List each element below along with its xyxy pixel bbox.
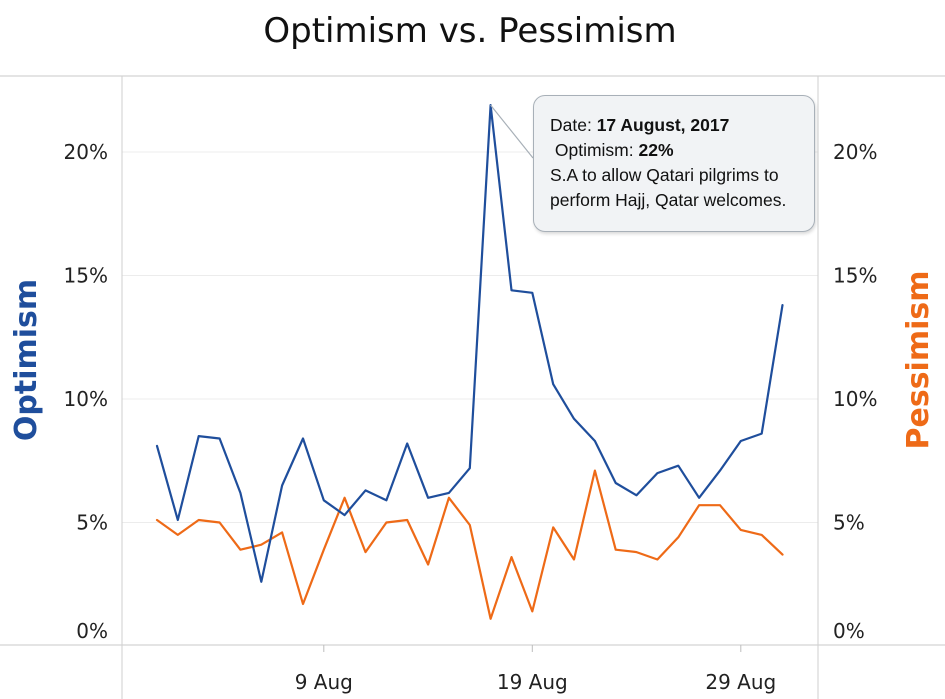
chart-title: Optimism vs. Pessimism (263, 11, 676, 51)
series-line-optimism[interactable] (155, 103, 784, 583)
x-tick-label: 9 Aug (295, 670, 353, 694)
tooltip-text-line-1: S.A to allow Qatari pilgrims to (550, 165, 779, 185)
x-tick-label: 19 Aug (497, 670, 568, 694)
series-layer (155, 103, 784, 620)
left-y-tick-label: 5% (76, 511, 108, 535)
tooltip-text-line-2: perform Hajj, Qatar welcomes. (550, 190, 787, 210)
left-y-tick-label: 10% (64, 387, 108, 411)
gridlines (122, 151, 818, 523)
right-y-tick-label: 20% (833, 140, 877, 164)
right-y-tick-labels: 0% 5% 10% 15% 20% (833, 140, 877, 643)
tooltip-date-value: 17 August, 2017 (596, 115, 730, 135)
tooltip-date-label: Date: (550, 115, 592, 135)
left-y-tick-label: 15% (64, 264, 108, 288)
right-y-tick-label: 15% (833, 264, 877, 288)
right-axis-title: Pessimism (901, 271, 936, 450)
right-y-tick-label: 0% (833, 619, 865, 643)
tooltip-pointer (490, 104, 534, 159)
right-y-tick-label: 5% (833, 511, 865, 535)
tooltip-metric-label: Optimism: (554, 140, 634, 160)
x-tick-label: 29 Aug (705, 670, 776, 694)
left-y-tick-labels: 0% 5% 10% 15% 20% (64, 140, 108, 643)
right-y-tick-label: 10% (833, 387, 877, 411)
series-line-pessimism[interactable] (155, 469, 784, 620)
left-y-tick-label: 20% (64, 140, 108, 164)
tooltip: Date: 17 August, 2017 Optimism: 22% S.A … (533, 95, 815, 232)
left-y-tick-label: 0% (76, 619, 108, 643)
left-axis-title: Optimism (9, 279, 44, 441)
tooltip-metric-value: 22% (638, 140, 674, 160)
x-tick-labels: 9 Aug 19 Aug 29 Aug (295, 645, 776, 694)
